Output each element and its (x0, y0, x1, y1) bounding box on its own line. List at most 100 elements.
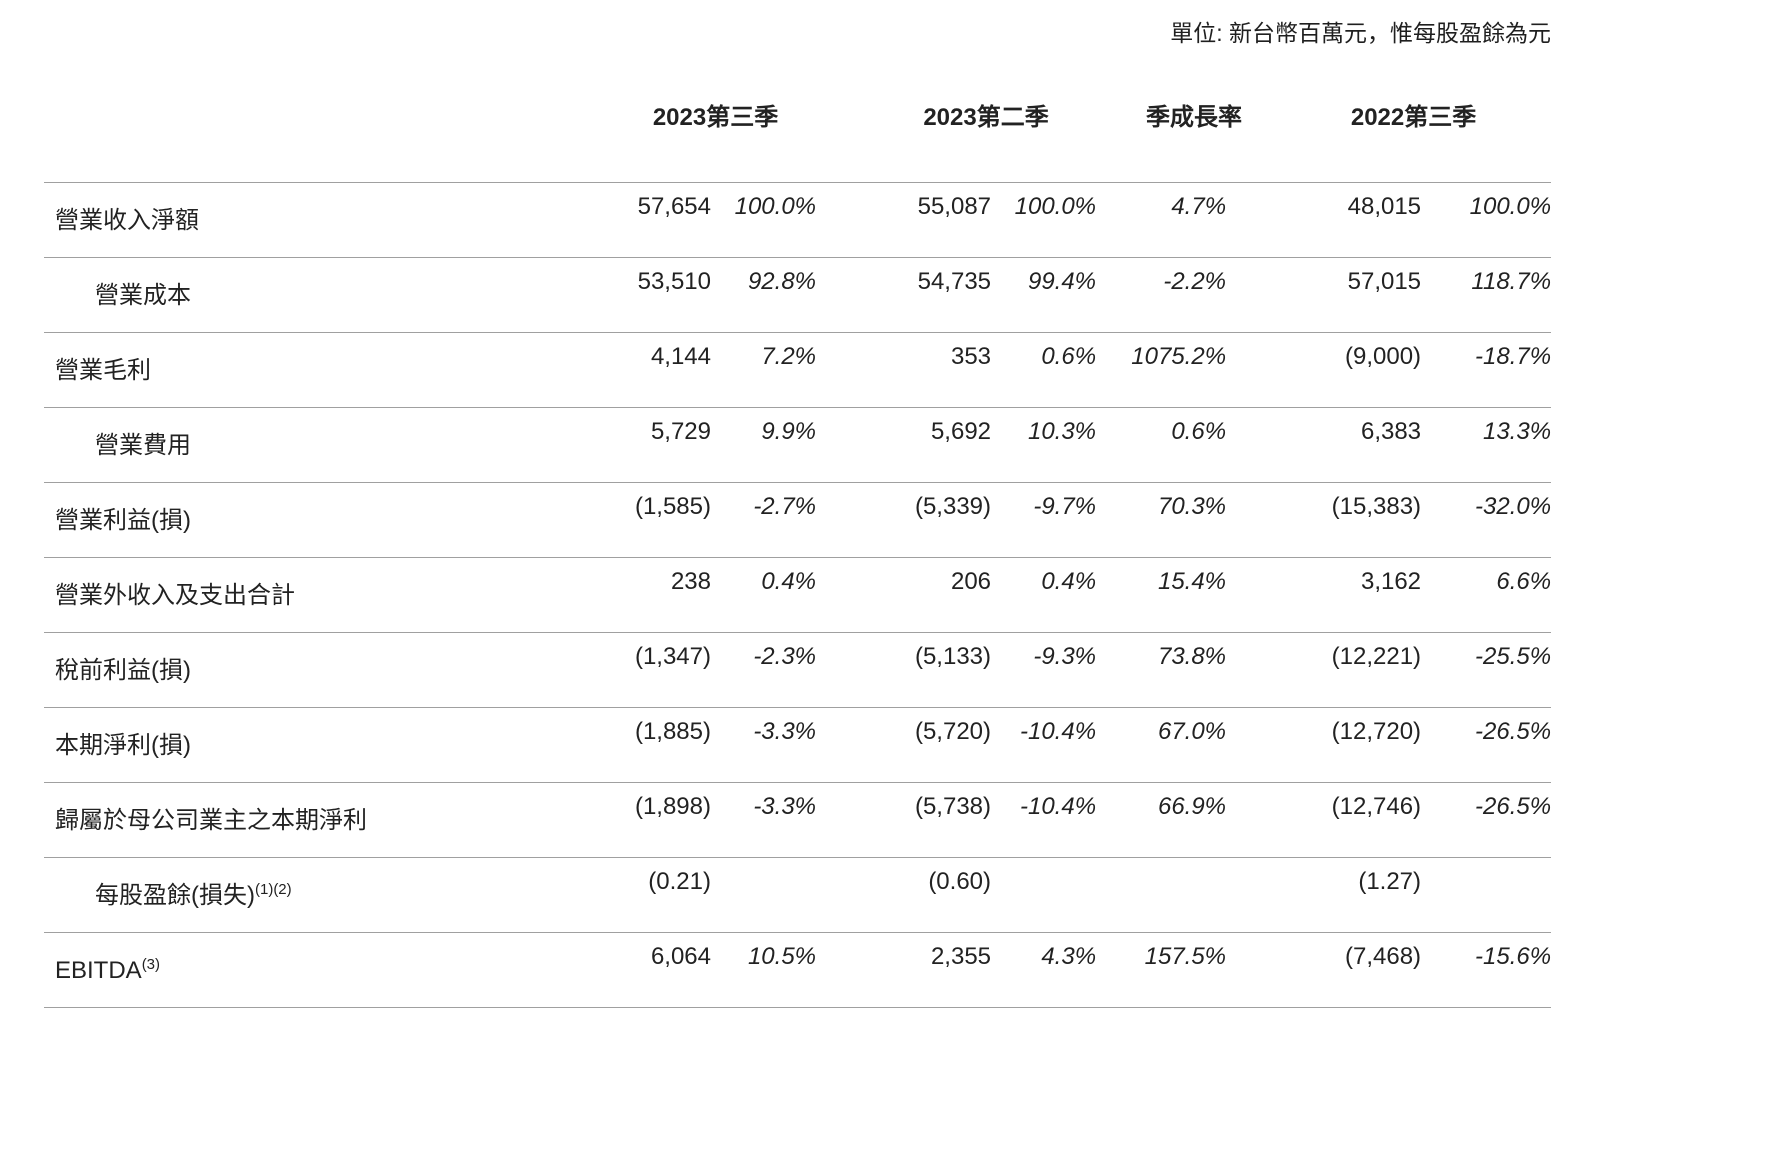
table-row: EBITDA(3) 6,064 10.5% 2,355 4.3% 157.5% … (44, 931, 1552, 1008)
cell-2023-q2-percent: 0.6% (991, 331, 1097, 407)
table-row: 營業利益(損) (1,585) -2.7% (5,339) -9.7% 70.3… (44, 481, 1552, 557)
footnote-superscript: (3) (141, 955, 161, 973)
cell-2023-q2-percent: 4.3% (991, 931, 1097, 1008)
row-label-text: 稅前利益(損) (55, 656, 191, 684)
cell-qoq-growth: 66.9% (1096, 781, 1227, 857)
cell-2023-q2-percent: -9.7% (991, 481, 1097, 557)
cell-2023-q3-value: (1,885) (599, 706, 711, 782)
cell-2022-q3-percent: -26.5% (1421, 706, 1552, 782)
cell-2023-q2-value: 206 (816, 556, 992, 632)
cell-2023-q2-value: 353 (816, 331, 992, 407)
cell-2023-q2-percent: 0.4% (991, 556, 1097, 632)
cell-2022-q3-value: 6,383 (1226, 406, 1422, 482)
table-row: 營業收入淨額 57,654 100.0% 55,087 100.0% 4.7% … (44, 181, 1552, 257)
row-label: 本期淨利(損) (44, 706, 599, 782)
cell-2022-q3-percent: -32.0% (1421, 481, 1552, 557)
cell-2023-q2-value: (5,339) (816, 481, 992, 557)
row-label: 營業外收入及支出合計 (44, 556, 599, 632)
cell-qoq-growth: 73.8% (1096, 631, 1227, 707)
table-row: 稅前利益(損) (1,347) -2.3% (5,133) -9.3% 73.8… (44, 631, 1552, 707)
table-row: 營業毛利 4,144 7.2% 353 0.6% 1075.2% (9,000)… (44, 331, 1552, 407)
cell-qoq-growth: 4.7% (1096, 181, 1227, 257)
cell-2022-q3-percent: 100.0% (1421, 181, 1552, 257)
column-header-2023-q3: 2023第三季 (652, 104, 779, 131)
cell-2023-q2-value: (5,738) (816, 781, 992, 857)
footnote-superscript: (1)(2) (254, 880, 292, 898)
cell-2022-q3-value: (9,000) (1226, 331, 1422, 407)
cell-2023-q3-percent: 10.5% (711, 931, 817, 1008)
table-row: 本期淨利(損) (1,885) -3.3% (5,720) -10.4% 67.… (44, 706, 1552, 782)
cell-qoq-growth: 157.5% (1096, 931, 1227, 1008)
cell-2022-q3-percent (1421, 856, 1552, 932)
cell-2022-q3-percent: -18.7% (1421, 331, 1552, 407)
cell-2023-q3-value: (0.21) (599, 856, 711, 932)
row-label-text: 營業收入淨額 (55, 206, 199, 234)
cell-qoq-growth: -2.2% (1096, 256, 1227, 332)
column-header-qoq-growth: 季成長率 (1146, 104, 1243, 131)
cell-2023-q3-value: 53,510 (599, 256, 711, 332)
row-label: EBITDA(3) (44, 931, 599, 1008)
cell-qoq-growth: 15.4% (1096, 556, 1227, 632)
cell-2023-q3-percent: 7.2% (711, 331, 817, 407)
cell-qoq-growth (1096, 856, 1227, 932)
financial-summary-table: 2023第三季 2023第二季 季成長率 2022第三季 營業收入淨額 57,6… (44, 46, 1552, 1008)
cell-2022-q3-value: (12,221) (1226, 631, 1422, 707)
cell-2022-q3-value: (1.27) (1226, 856, 1422, 932)
row-label-text: 營業利益(損) (55, 506, 191, 534)
row-label-text: 營業費用 (95, 431, 191, 459)
row-label: 營業利益(損) (44, 481, 599, 557)
cell-2023-q3-percent (711, 856, 817, 932)
table-row: 歸屬於母公司業主之本期淨利 (1,898) -3.3% (5,738) -10.… (44, 781, 1552, 857)
cell-2023-q3-percent: -3.3% (711, 781, 817, 857)
column-header-2023-q2: 2023第二季 (923, 104, 1049, 131)
cell-2023-q3-percent: 100.0% (711, 181, 817, 257)
row-label: 歸屬於母公司業主之本期淨利 (44, 781, 599, 857)
cell-2022-q3-percent: -15.6% (1421, 931, 1552, 1008)
cell-2023-q2-percent: -10.4% (991, 781, 1097, 857)
table-row: 營業外收入及支出合計 238 0.4% 206 0.4% 15.4% 3,162… (44, 556, 1552, 632)
cell-2023-q2-percent: 100.0% (991, 181, 1097, 257)
cell-2023-q3-percent: -2.7% (711, 481, 817, 557)
row-label-text: 歸屬於母公司業主之本期淨利 (55, 806, 367, 834)
cell-2023-q2-value: 54,735 (816, 256, 992, 332)
cell-2023-q2-percent (991, 856, 1097, 932)
cell-2022-q3-percent: -25.5% (1421, 631, 1552, 707)
cell-qoq-growth: 67.0% (1096, 706, 1227, 782)
row-label-text: 營業外收入及支出合計 (55, 581, 295, 609)
cell-2023-q3-value: (1,585) (599, 481, 711, 557)
unit-note: 單位: 新台幣百萬元，惟每股盈餘為元 (1170, 20, 1551, 46)
cell-2022-q3-value: (12,746) (1226, 781, 1422, 857)
cell-2023-q2-value: (0.60) (816, 856, 992, 932)
cell-2022-q3-value: 48,015 (1226, 181, 1422, 257)
cell-2023-q2-value: 2,355 (816, 931, 992, 1008)
cell-2023-q3-percent: 9.9% (711, 406, 817, 482)
row-label: 稅前利益(損) (44, 631, 599, 707)
column-header-2022-q3: 2022第三季 (1350, 104, 1477, 131)
cell-qoq-growth: 1075.2% (1096, 331, 1227, 407)
cell-2023-q3-value: (1,898) (599, 781, 711, 857)
cell-2022-q3-value: (7,468) (1226, 931, 1422, 1008)
cell-2022-q3-percent: 6.6% (1421, 556, 1552, 632)
cell-2023-q3-value: 57,654 (599, 181, 711, 257)
row-label: 營業成本 (44, 256, 599, 332)
cell-2023-q2-value: 5,692 (816, 406, 992, 482)
header-label-spacer (44, 46, 599, 182)
table-row: 每股盈餘(損失)(1)(2) (0.21) (0.60) (1.27) (44, 856, 1552, 932)
cell-2022-q3-value: (15,383) (1226, 481, 1422, 557)
row-label: 營業毛利 (44, 331, 599, 407)
financial-report-page: 單位: 新台幣百萬元，惟每股盈餘為元 2023第三季 2023第二季 季成長率 … (44, 20, 1552, 1008)
row-label-text: 營業毛利 (55, 356, 151, 384)
row-label-text: 每股盈餘(損失) (95, 881, 255, 909)
row-label-text: EBITDA (55, 956, 142, 984)
cell-qoq-growth: 0.6% (1096, 406, 1227, 482)
cell-2023-q3-value: (1,347) (599, 631, 711, 707)
cell-2023-q2-value: (5,720) (816, 706, 992, 782)
cell-2023-q3-value: 238 (599, 556, 711, 632)
table-header-row: 2023第三季 2023第二季 季成長率 2022第三季 (44, 46, 1551, 182)
cell-2022-q3-value: 3,162 (1226, 556, 1422, 632)
cell-2023-q2-percent: -10.4% (991, 706, 1097, 782)
cell-2023-q3-percent: -2.3% (711, 631, 817, 707)
cell-2023-q3-percent: 92.8% (711, 256, 817, 332)
table-row: 營業成本 53,510 92.8% 54,735 99.4% -2.2% 57,… (44, 256, 1552, 332)
row-label-text: 本期淨利(損) (55, 731, 191, 759)
